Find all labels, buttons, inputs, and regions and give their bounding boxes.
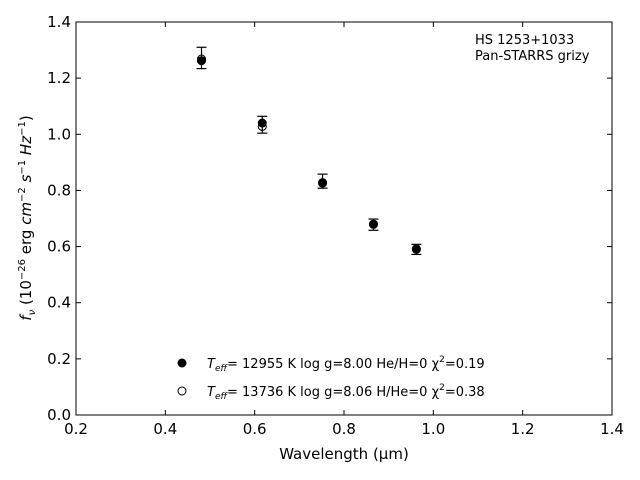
y-axis-ticks: 0.0 0.2 0.4 0.6 0.8 1.0 1.2 1.4 (47, 13, 612, 424)
y-tick-label: 0.0 (47, 406, 71, 424)
survey-name: Pan-STARRS grizy (475, 49, 590, 64)
model-point-filled (257, 118, 267, 128)
error-bars (196, 46, 422, 256)
legend: Teff= 12955 K log g=8.00 He/H=0 χ2=0.19 T… (177, 355, 485, 402)
y-tick-label: 1.2 (47, 69, 71, 87)
y-tick-label: 0.4 (47, 294, 71, 312)
x-tick-label: 0.6 (243, 420, 267, 438)
model-point-open (411, 244, 421, 254)
model-point-open (257, 121, 267, 131)
x-tick-label: 0.4 (153, 420, 177, 438)
x-axis-ticks: 0.2 0.4 0.6 0.8 1.0 1.2 1.4 (64, 22, 624, 438)
y-tick-label: 1.4 (47, 13, 71, 31)
model-point-open (197, 54, 207, 64)
legend-marker-filled (177, 358, 187, 368)
x-tick-label: 1.0 (421, 420, 445, 438)
x-tick-label: 0.2 (64, 420, 88, 438)
y-tick-label: 0.8 (47, 181, 71, 199)
x-axis-label: Wavelength (μm) (279, 445, 409, 463)
y-axis-label: fν (10−26 erg cm−2 s−1 Hz−1) (17, 115, 38, 320)
x-tick-label: 1.4 (600, 420, 624, 438)
y-tick-label: 1.0 (47, 125, 71, 143)
object-name: HS 1253+1033 (475, 33, 574, 48)
x-tick-label: 0.8 (332, 420, 356, 438)
data-markers (197, 54, 421, 254)
y-tick-label: 0.6 (47, 238, 71, 256)
legend-marker-open (177, 386, 187, 396)
y-tick-label: 0.2 (47, 350, 71, 368)
legend-entry: Teff= 12955 K log g=8.00 He/H=0 χ2=0.19 (207, 355, 485, 374)
model-point-open (318, 178, 328, 188)
model-point-open (368, 219, 378, 229)
x-tick-label: 1.2 (511, 420, 535, 438)
legend-entry: Teff= 13736 K log g=8.06 H/He=0 χ2=0.38 (207, 383, 485, 402)
